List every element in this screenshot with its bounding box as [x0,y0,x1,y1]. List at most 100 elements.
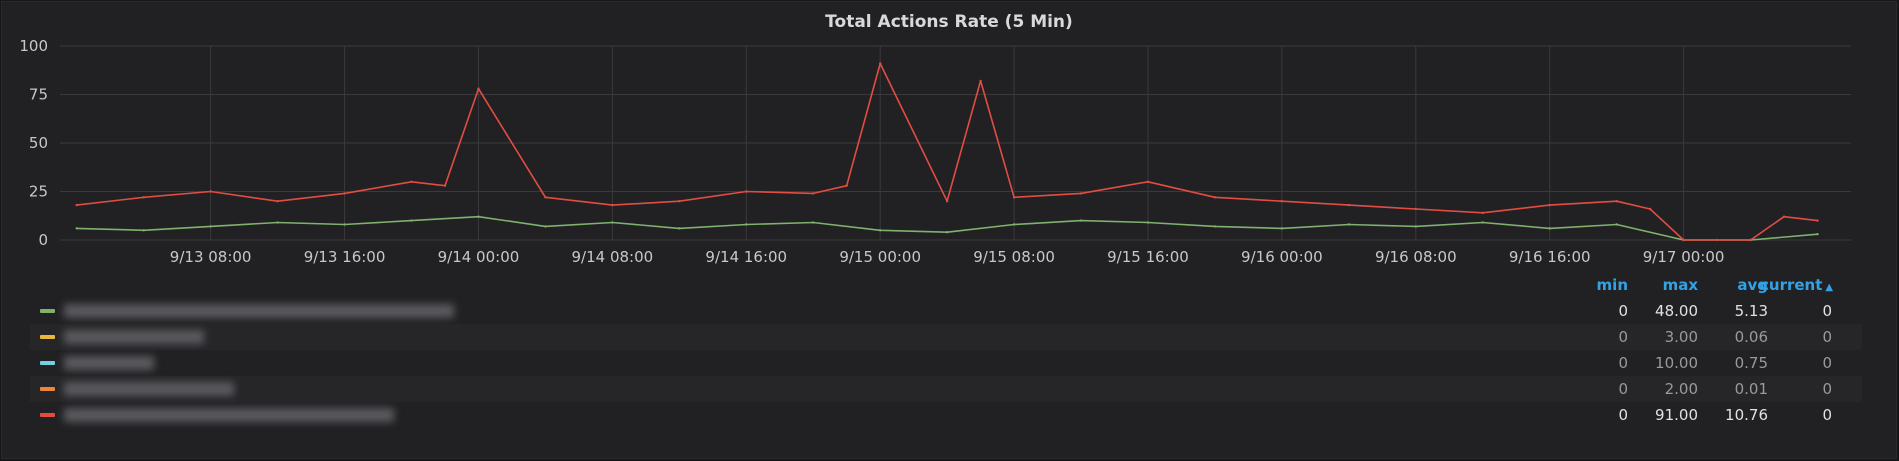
series-point [1548,227,1551,230]
series-point [812,221,815,224]
legend-header-max[interactable]: max [1662,276,1698,294]
x-tick-label: 9/16 00:00 [1241,248,1323,266]
series-point [276,200,279,203]
x-tick-label: 9/14 08:00 [572,248,654,266]
series-name-redacted[interactable] [64,408,394,422]
x-tick-label: 9/14 16:00 [705,248,787,266]
x-tick-label: 9/16 16:00 [1509,248,1591,266]
series-point [209,225,212,228]
legend-value-current: 0 [1822,406,1832,424]
legend-value-max: 10.00 [1655,354,1698,372]
x-tick-label: 9/15 00:00 [839,248,921,266]
legend-row[interactable]: 0 10.00 0.75 0 [30,350,1862,376]
series-color-swatch[interactable] [40,335,55,339]
legend-header-current[interactable]: current ▲ [1760,276,1834,294]
legend-header-min[interactable]: min [1596,276,1628,294]
series-point [343,223,346,226]
legend-value-max: 91.00 [1655,406,1698,424]
series-name-redacted[interactable] [64,356,154,370]
sort-ascending-icon: ▲ [1825,282,1834,293]
series-point [1079,219,1083,222]
series-point [1648,207,1652,211]
series-point [845,184,848,187]
series-point [544,196,547,199]
legend-row[interactable]: 0 48.00 5.13 0 [30,298,1862,324]
series-point [410,219,413,222]
series-point [1715,238,1719,242]
series-point [812,192,815,195]
series-point [142,229,145,232]
series-point [1012,196,1016,199]
series-point [878,229,882,232]
x-tick-label: 9/14 00:00 [438,248,520,266]
legend-header-current-label: current [1760,276,1823,294]
legend-value-avg: 0.06 [1734,328,1768,346]
legend-value-current: 0 [1822,302,1832,320]
series-point [142,196,145,199]
legend-value-avg: 0.75 [1734,354,1768,372]
x-tick-label: 9/15 08:00 [973,248,1055,266]
series-point [1280,200,1284,203]
chart-area[interactable]: 0 25 50 75 100 9/13 08:00 9/13 16:00 9/14 00:00… [0,0,1899,276]
y-tick-label: 0 [38,231,48,249]
series-point [343,192,346,195]
series-point [1146,221,1150,224]
series-point [1213,196,1217,199]
legend-value-current: 0 [1822,328,1832,346]
series-line-1 [76,215,1818,241]
series-point [1615,200,1618,203]
legend-value-max: 2.00 [1664,380,1698,398]
series-color-swatch[interactable] [40,387,55,391]
series-point [1146,180,1150,183]
series-point [1548,203,1551,207]
series-line-5 [76,62,1818,241]
legend-value-current: 0 [1822,354,1832,372]
series-point [1347,203,1351,207]
y-tick-label: 75 [29,86,48,104]
legend-value-min: 0 [1618,380,1628,398]
series-color-swatch[interactable] [40,361,55,365]
legend-value-max: 3.00 [1664,328,1698,346]
series-point [1347,223,1351,226]
legend-value-current: 0 [1822,380,1832,398]
legend-row[interactable]: 0 3.00 0.06 0 [30,324,1862,350]
series-point [276,221,279,224]
series-point [1749,238,1752,242]
series-point [1414,225,1418,228]
legend-row[interactable]: 0 2.00 0.01 0 [30,376,1862,402]
series-point [945,200,949,203]
series-point [1213,225,1217,228]
x-tick-label: 9/16 08:00 [1375,248,1457,266]
series-color-swatch[interactable] [40,413,55,417]
series-point [611,221,614,224]
series-point [745,190,748,193]
series-point [1012,223,1016,226]
legend-value-avg: 5.13 [1734,302,1768,320]
series-point [410,180,413,183]
legend-row[interactable]: 0 91.00 10.76 0 [30,402,1862,428]
legend-value-min: 0 [1618,328,1628,346]
series-name-redacted[interactable] [64,304,454,318]
legend-value-avg: 10.76 [1725,406,1768,424]
x-tick-label: 9/15 16:00 [1107,248,1189,266]
panel-title[interactable]: Total Actions Rate (5 Min) [825,12,1073,32]
y-tick-label: 50 [29,134,48,152]
series-point [745,223,748,226]
x-tick-label: 9/13 16:00 [304,248,386,266]
series-point [544,225,547,228]
series-point [477,215,480,218]
legend-header-avg[interactable]: avg [1737,276,1768,294]
series-point [1782,215,1786,218]
series-point [477,87,480,90]
series-point [678,227,681,230]
series-point [1414,207,1418,211]
series-point [878,62,882,65]
legend-value-avg: 0.01 [1734,380,1768,398]
series-color-swatch[interactable] [40,309,55,313]
series-point [1615,223,1618,226]
series-name-redacted[interactable] [64,330,204,344]
legend-value-min: 0 [1618,354,1628,372]
series-name-redacted[interactable] [64,382,234,396]
series-point [1816,219,1819,222]
series-point [1481,221,1484,224]
